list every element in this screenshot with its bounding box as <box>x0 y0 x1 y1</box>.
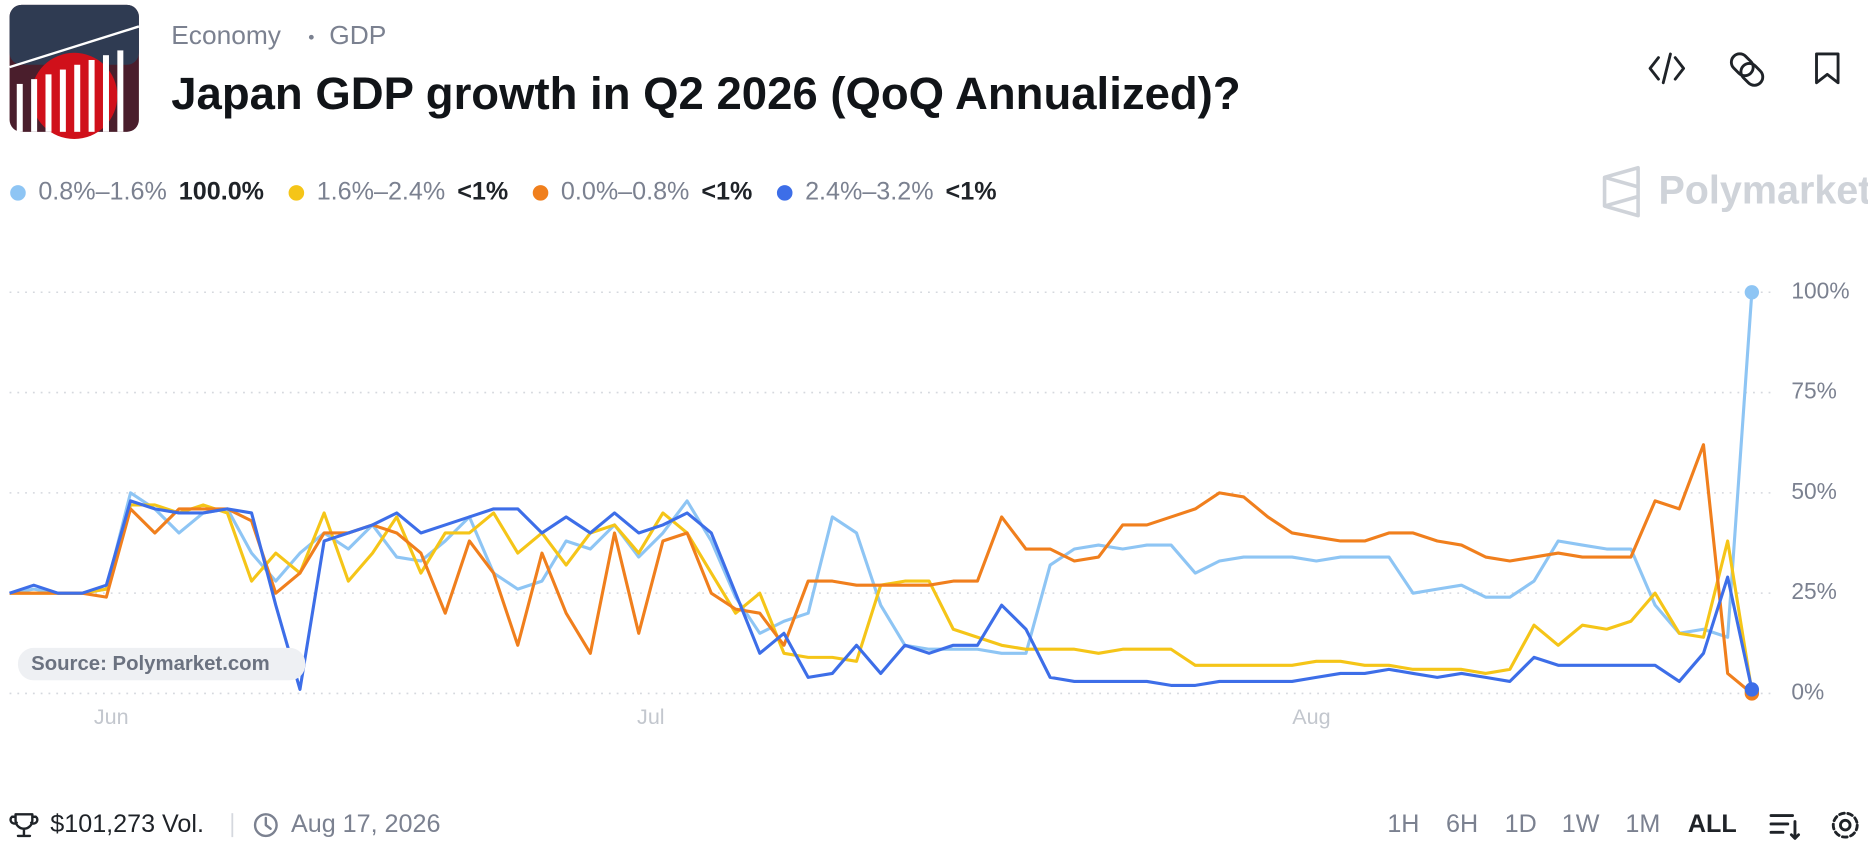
legend: 0.8%–1.6% 100.0% 1.6%–2.4% <1% 0.0%–0.8% <1% 2… <box>10 178 997 206</box>
legend-swatch <box>532 185 549 201</box>
source-badge <box>17 647 306 681</box>
settings-button[interactable] <box>1831 811 1859 839</box>
legend-swatch <box>776 185 793 201</box>
clock-icon <box>253 813 278 838</box>
last-point <box>1744 285 1760 300</box>
sort-button[interactable] <box>1769 814 1800 840</box>
x-tick-label: Jun <box>94 704 129 729</box>
copy-link-button[interactable] <box>1728 50 1766 88</box>
market-thumbnail <box>9 4 140 140</box>
series-line <box>9 499 1754 691</box>
market-title: Japan GDP growth in Q2 2026 (QoQ Annuali… <box>171 68 1240 119</box>
y-tick-label: 25% <box>1791 578 1837 604</box>
legend-value: <1% <box>946 178 997 206</box>
category[interactable]: Economy <box>171 20 282 50</box>
x-tick-label: Jul <box>637 704 665 729</box>
plot: 0% 25% 50% 75% 100% Jun Jul Aug <box>9 277 1850 729</box>
legend-value: <1% <box>457 178 508 206</box>
range-selector: 1H 6H 1D 1W 1M ALL <box>1387 810 1736 838</box>
legend-name: 0.8%–1.6% <box>38 178 167 206</box>
legend-name: 0.0%–0.8% <box>561 178 690 206</box>
y-tick-label: 0% <box>1791 678 1824 704</box>
range-option[interactable]: 1M <box>1625 810 1660 838</box>
legend-value: <1% <box>701 178 752 206</box>
series-line <box>9 292 1754 655</box>
separator <box>308 34 314 40</box>
trophy-icon <box>9 813 39 838</box>
last-point <box>1744 682 1760 697</box>
legend-name: 1.6%–2.4% <box>317 178 446 206</box>
x-tick-label: Aug <box>1292 704 1330 729</box>
legend-swatch <box>288 185 305 201</box>
legend-name: 2.4%–3.2% <box>805 178 934 206</box>
volume: $101,273 Vol. <box>50 810 204 838</box>
brand-name: Polymarket <box>1658 168 1868 212</box>
brand-logo: Polymarket <box>1602 165 1868 218</box>
embed-button[interactable] <box>1648 52 1686 85</box>
range-option[interactable]: ALL <box>1688 810 1737 838</box>
y-tick-label: 50% <box>1791 478 1837 504</box>
y-tick-label: 100% <box>1791 277 1849 303</box>
source: Source: Polymarket.com <box>31 653 270 675</box>
range-option[interactable]: 1D <box>1505 810 1537 838</box>
range-option[interactable]: 1W <box>1562 810 1600 838</box>
end-date: Aug 17, 2026 <box>291 810 441 838</box>
legend-swatch <box>10 185 26 201</box>
bookmark-button[interactable] <box>1815 52 1840 85</box>
subcategory[interactable]: GDP <box>329 20 386 50</box>
series-line <box>9 443 1753 695</box>
legend-value: 100.0% <box>179 178 264 206</box>
range-option[interactable]: 6H <box>1446 810 1478 838</box>
range-option[interactable]: 1H <box>1387 810 1419 838</box>
y-tick-label: 75% <box>1791 378 1837 404</box>
